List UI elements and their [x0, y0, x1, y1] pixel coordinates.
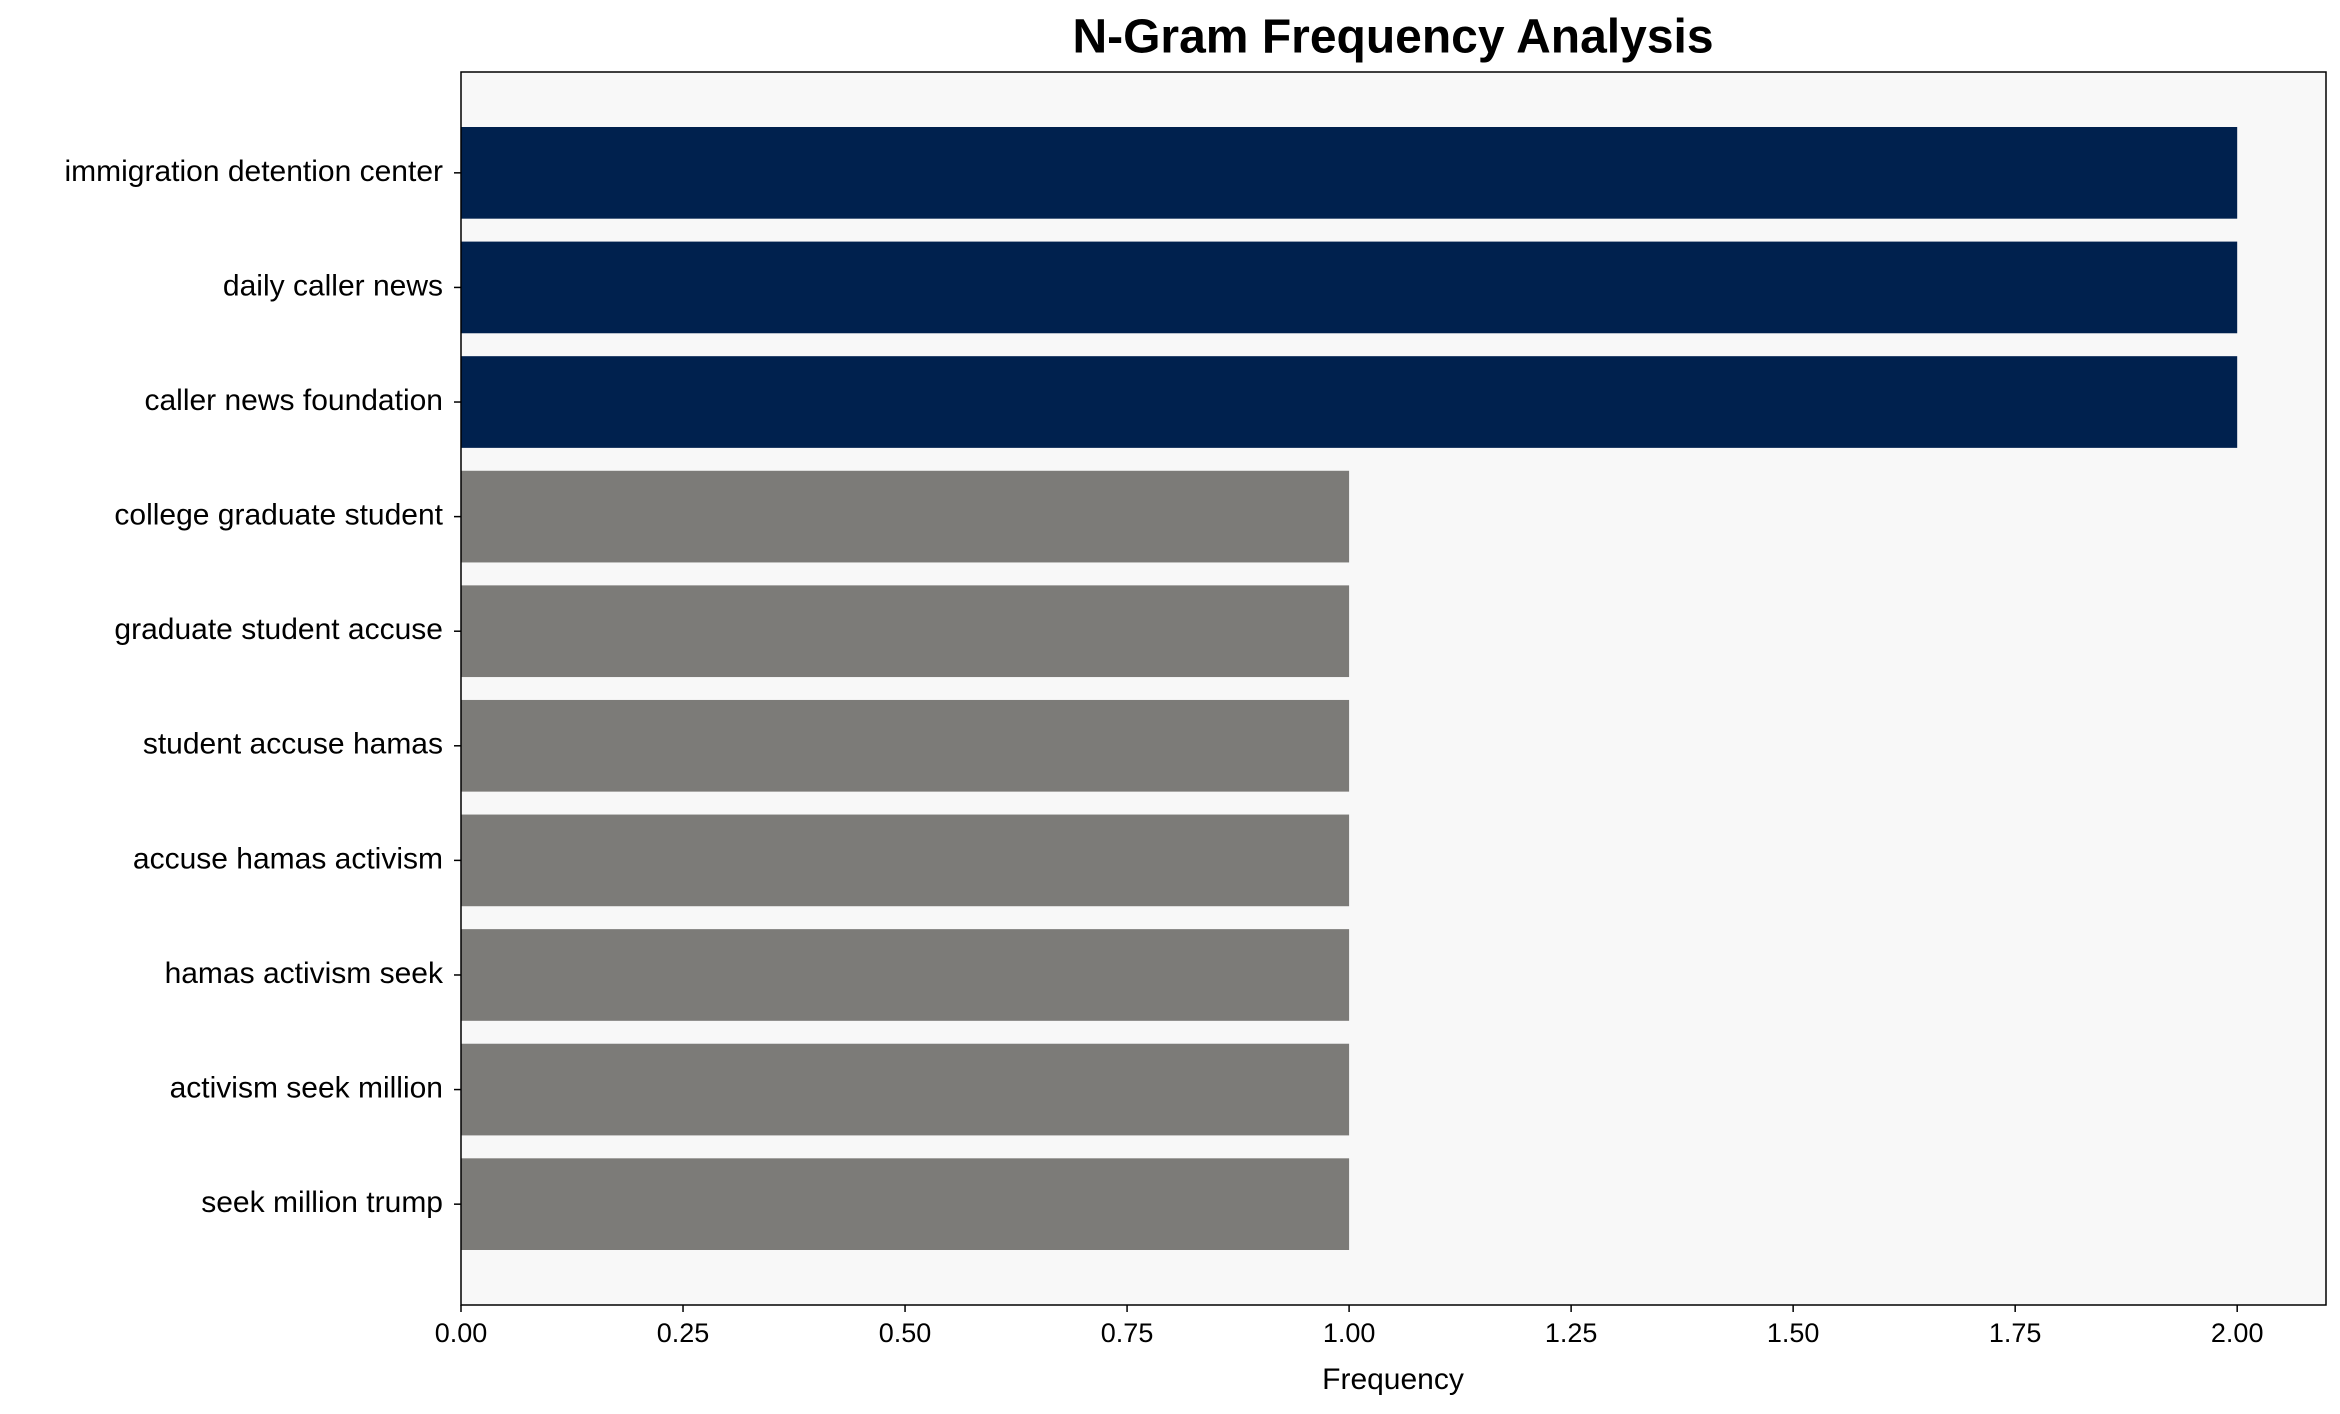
y-tick-label: graduate student accuse: [114, 613, 443, 646]
y-tick-label: activism seek million: [170, 1071, 443, 1104]
bar: [461, 470, 1350, 563]
x-tick-label: 1.75: [1989, 1318, 2042, 1348]
bar: [461, 356, 2238, 448]
bar: [461, 585, 1350, 678]
y-tick-label: immigration detention center: [64, 155, 443, 188]
x-tick-label: 2.00: [2211, 1318, 2264, 1348]
chart-title: N-Gram Frequency Analysis: [1072, 11, 1713, 64]
y-tick-label: hamas activism seek: [165, 957, 444, 990]
bar: [461, 699, 1350, 792]
bar: [461, 241, 2238, 334]
x-tick-label: 0.00: [435, 1318, 488, 1348]
bar: [461, 1043, 1350, 1136]
x-tick-label: 0.25: [657, 1318, 710, 1348]
bar: [461, 1158, 1350, 1250]
y-tick-label: college graduate student: [114, 499, 443, 532]
x-tick-label: 1.50: [1767, 1318, 1820, 1348]
y-tick-label: daily caller news: [223, 269, 443, 302]
y-tick-label: caller news foundation: [144, 384, 443, 417]
bar: [461, 814, 1350, 907]
x-tick-label: 0.75: [1101, 1318, 1154, 1348]
bar: [461, 127, 2238, 219]
bar: [461, 929, 1350, 1021]
x-tick-label: 0.50: [879, 1318, 932, 1348]
x-tick-label: 1.00: [1323, 1318, 1376, 1348]
y-tick-label: accuse hamas activism: [133, 842, 443, 875]
x-axis-label: Frequency: [1322, 1363, 1464, 1396]
axes-frame: [460, 71, 2327, 1306]
y-tick-label: seek million trump: [201, 1186, 443, 1219]
y-tick-label: student accuse hamas: [143, 728, 443, 761]
x-tick-label: 1.25: [1545, 1318, 1598, 1348]
